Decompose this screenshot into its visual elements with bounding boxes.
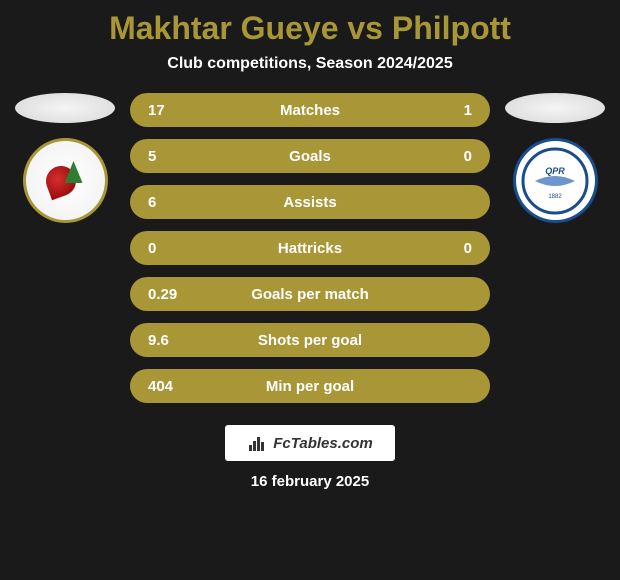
stat-left-value: 5	[148, 148, 156, 165]
svg-text:QPR: QPR	[545, 166, 565, 176]
stats-column: 17 Matches 1 5 Goals 0 6 Assists 0 Hattr…	[130, 93, 490, 403]
content-row: 17 Matches 1 5 Goals 0 6 Assists 0 Hattr…	[0, 93, 620, 403]
stat-left-value: 0.29	[148, 286, 177, 303]
stat-label: Min per goal	[266, 378, 354, 395]
stat-right-value: 1	[464, 102, 472, 119]
stat-right-value: 0	[464, 240, 472, 257]
stat-label: Goals per match	[251, 286, 369, 303]
infographic-container: Makhtar Gueye vs Philpott Club competiti…	[0, 0, 620, 580]
stat-left-value: 0	[148, 240, 156, 257]
stat-bar-goals-per-match: 0.29 Goals per match	[130, 277, 490, 311]
subtitle: Club competitions, Season 2024/2025	[0, 55, 620, 73]
fctables-label: FcTables.com	[273, 435, 372, 452]
svg-text:1882: 1882	[548, 194, 562, 200]
player-right-photo	[505, 93, 605, 123]
player-left-side	[10, 93, 120, 223]
stat-left-value: 404	[148, 378, 173, 395]
stat-left-value: 6	[148, 194, 156, 211]
stat-label: Goals	[289, 148, 331, 165]
stat-bar-min-per-goal: 404 Min per goal	[130, 369, 490, 403]
stat-bar-goals: 5 Goals 0	[130, 139, 490, 173]
club-logo-left	[23, 138, 108, 223]
stat-left-value: 9.6	[148, 332, 169, 349]
fctables-badge[interactable]: FcTables.com	[225, 425, 395, 461]
player-right-side: QPR 1882	[500, 93, 610, 223]
stat-label: Shots per goal	[258, 332, 362, 349]
club-logo-right: QPR 1882	[513, 138, 598, 223]
stat-bar-assists: 6 Assists	[130, 185, 490, 219]
stat-bar-hattricks: 0 Hattricks 0	[130, 231, 490, 265]
stat-bar-matches: 17 Matches 1	[130, 93, 490, 127]
qpr-logo-icon: QPR 1882	[520, 146, 590, 216]
stat-label: Assists	[283, 194, 336, 211]
fctables-icon	[247, 433, 267, 453]
stat-label: Hattricks	[278, 240, 342, 257]
date-text: 16 february 2025	[0, 473, 620, 490]
stat-label: Matches	[280, 102, 340, 119]
stat-left-value: 17	[148, 102, 165, 119]
stat-right-value: 0	[464, 148, 472, 165]
player-left-photo	[15, 93, 115, 123]
stat-bar-shots-per-goal: 9.6 Shots per goal	[130, 323, 490, 357]
page-title: Makhtar Gueye vs Philpott	[0, 10, 620, 47]
